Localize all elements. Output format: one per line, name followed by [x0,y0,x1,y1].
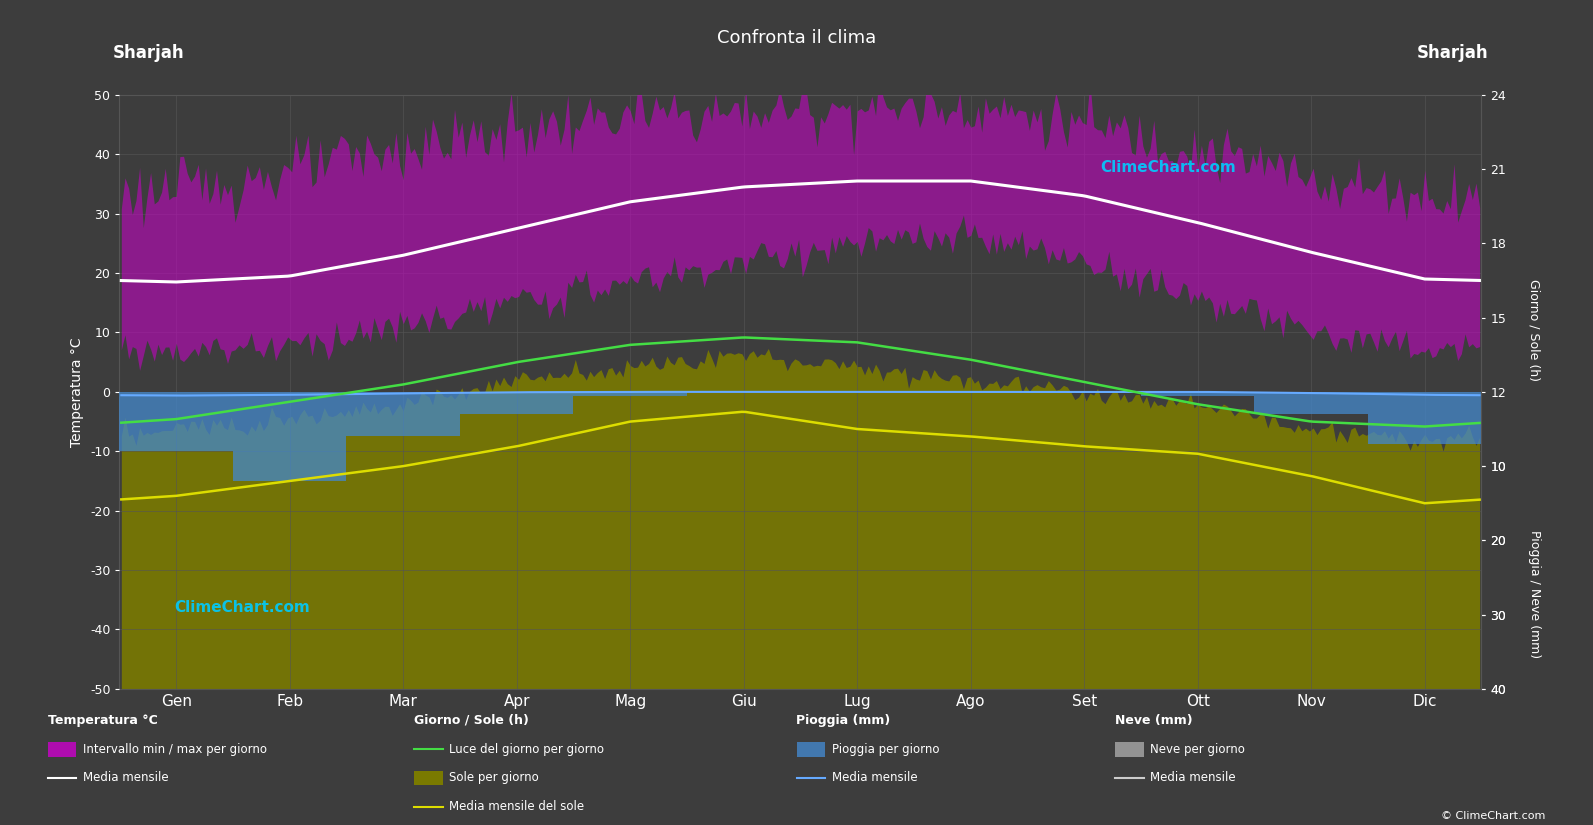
Text: Media mensile: Media mensile [832,771,918,785]
Text: Neve per giorno: Neve per giorno [1150,742,1246,756]
Text: Intervallo min / max per giorno: Intervallo min / max per giorno [83,742,268,756]
Text: Pioggia per giorno: Pioggia per giorno [832,742,938,756]
Text: Temperatura °C: Temperatura °C [48,714,158,727]
Text: Sharjah: Sharjah [1416,45,1488,62]
Text: ClimeChart.com: ClimeChart.com [1101,160,1236,175]
Y-axis label: Temperatura °C: Temperatura °C [70,337,84,446]
Text: Neve (mm): Neve (mm) [1115,714,1193,727]
Text: Giorno / Sole (h): Giorno / Sole (h) [1528,279,1540,381]
Text: Luce del giorno per giorno: Luce del giorno per giorno [449,742,604,756]
Text: Media mensile: Media mensile [1150,771,1236,785]
Text: Sharjah: Sharjah [113,45,185,62]
Text: Pioggia / Neve (mm): Pioggia / Neve (mm) [1528,530,1540,658]
Text: © ClimeChart.com: © ClimeChart.com [1440,811,1545,821]
Text: ClimeChart.com: ClimeChart.com [174,600,309,615]
Text: Media mensile: Media mensile [83,771,169,785]
Text: Pioggia (mm): Pioggia (mm) [796,714,890,727]
Text: Giorno / Sole (h): Giorno / Sole (h) [414,714,529,727]
Text: Sole per giorno: Sole per giorno [449,771,538,785]
Text: Confronta il clima: Confronta il clima [717,29,876,47]
Text: Media mensile del sole: Media mensile del sole [449,800,585,813]
